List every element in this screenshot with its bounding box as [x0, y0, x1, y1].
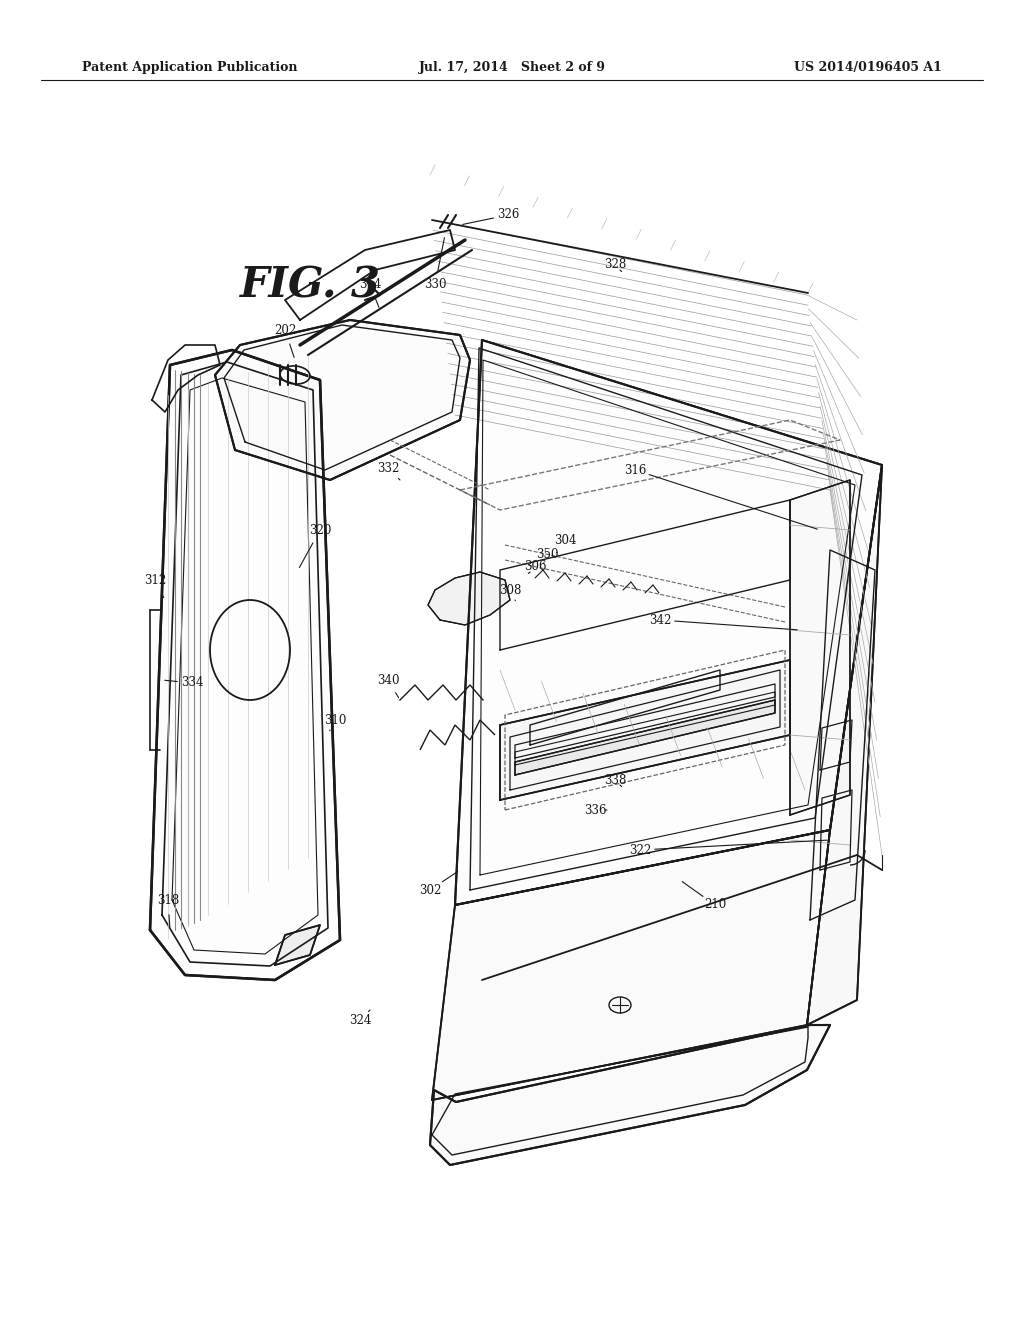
Text: 340: 340	[377, 673, 399, 686]
Text: 312: 312	[144, 573, 166, 586]
Text: 310: 310	[324, 714, 346, 726]
Text: Patent Application Publication: Patent Application Publication	[82, 62, 298, 74]
Polygon shape	[790, 480, 850, 814]
Text: 338: 338	[604, 774, 627, 787]
Polygon shape	[807, 465, 882, 1026]
Polygon shape	[455, 341, 882, 906]
Text: 322: 322	[629, 843, 651, 857]
Text: 326: 326	[497, 209, 519, 222]
Polygon shape	[500, 660, 790, 800]
Text: 342: 342	[649, 614, 671, 627]
Text: 350: 350	[536, 549, 558, 561]
Text: 336: 336	[584, 804, 606, 817]
Text: FIG. 3: FIG. 3	[240, 264, 381, 306]
Text: 210: 210	[703, 899, 726, 912]
Text: Jul. 17, 2014   Sheet 2 of 9: Jul. 17, 2014 Sheet 2 of 9	[419, 62, 605, 74]
Text: 306: 306	[523, 561, 546, 573]
Text: US 2014/0196405 A1: US 2014/0196405 A1	[795, 62, 942, 74]
Text: 332: 332	[377, 462, 399, 474]
Polygon shape	[150, 350, 340, 979]
Polygon shape	[428, 572, 510, 624]
Text: 320: 320	[309, 524, 331, 536]
Text: 308: 308	[499, 583, 521, 597]
Polygon shape	[515, 700, 775, 775]
Polygon shape	[275, 925, 319, 965]
Text: 202: 202	[273, 323, 296, 337]
Text: 334: 334	[181, 676, 203, 689]
Text: 318: 318	[157, 894, 179, 907]
Text: 304: 304	[554, 533, 577, 546]
Polygon shape	[430, 1026, 830, 1166]
Text: 330: 330	[424, 279, 446, 292]
Text: 302: 302	[419, 883, 441, 896]
Polygon shape	[215, 319, 470, 480]
Text: 314: 314	[358, 279, 381, 292]
Text: 328: 328	[604, 259, 626, 272]
Text: 316: 316	[624, 463, 646, 477]
Polygon shape	[432, 830, 830, 1100]
Text: 324: 324	[349, 1014, 371, 1027]
